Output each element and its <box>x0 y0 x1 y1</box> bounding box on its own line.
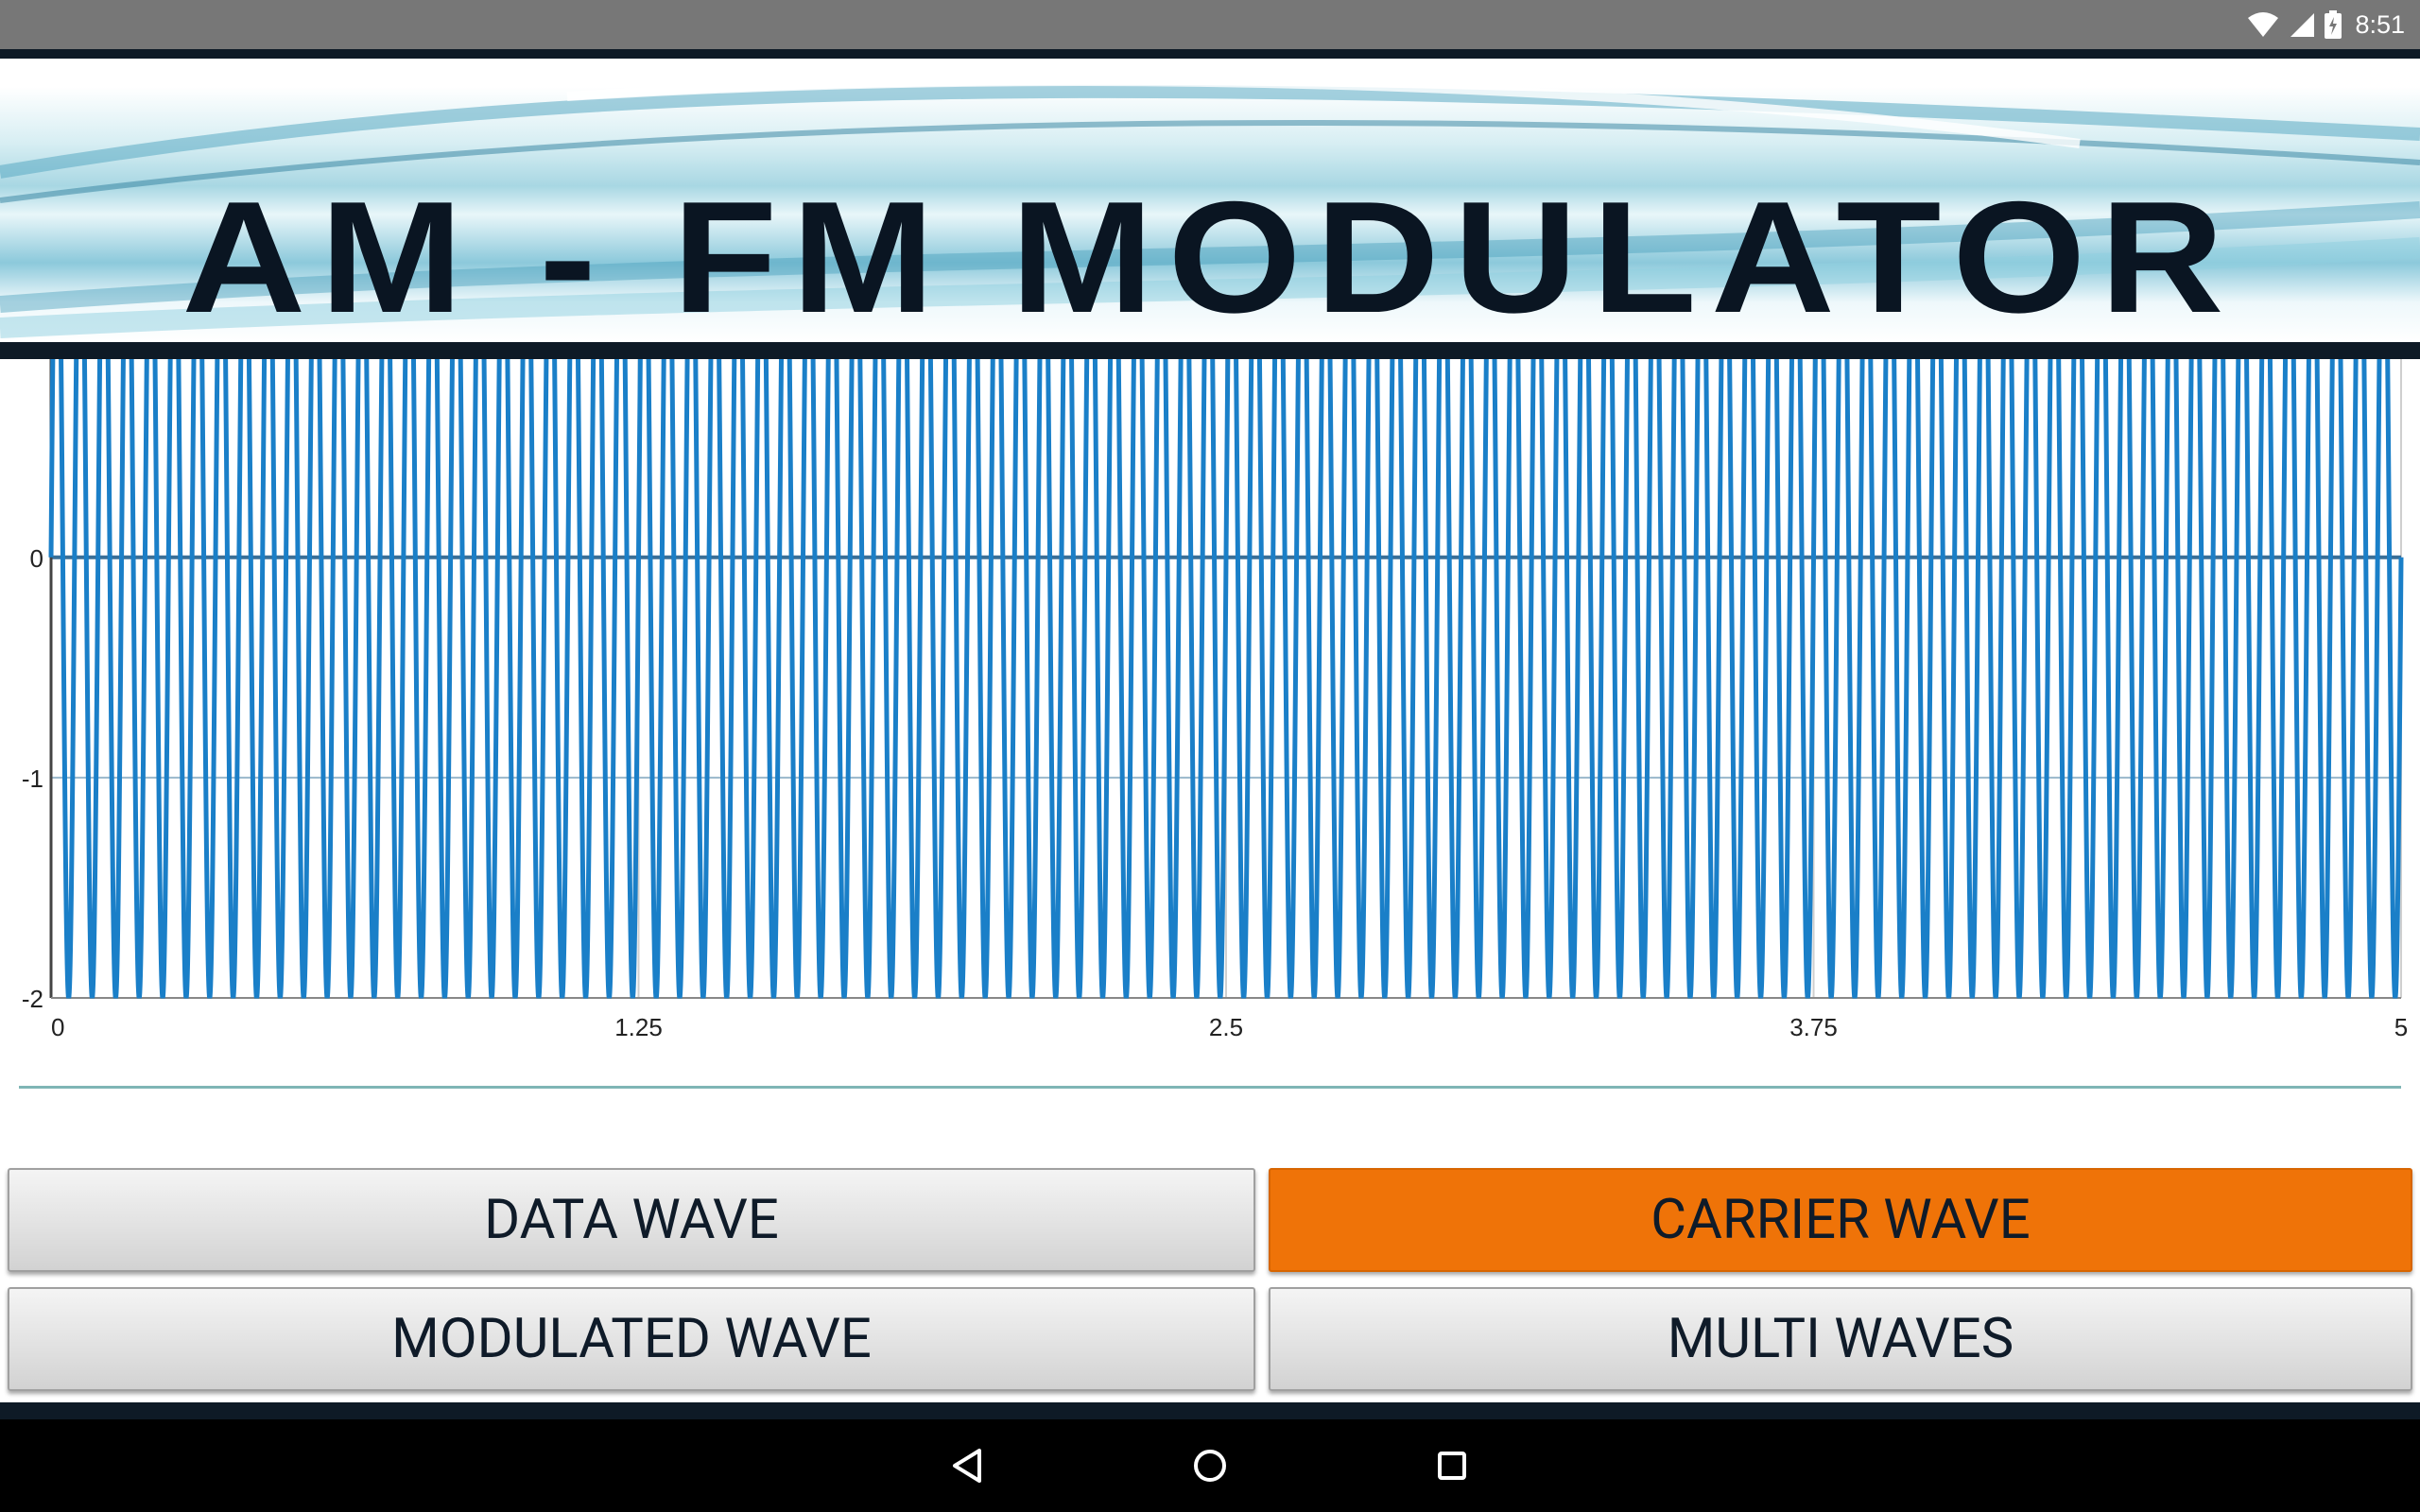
chart-series <box>48 359 2404 999</box>
recent-apps-button[interactable] <box>1395 1419 1509 1512</box>
home-icon <box>1194 1450 1226 1482</box>
y-tick-label-2: 0 <box>30 544 43 573</box>
status-icons: 8:51 <box>2247 0 2405 49</box>
multi-waves-button[interactable]: MULTI WAVES <box>1269 1287 2412 1391</box>
wave-chart: 0 1.25 2.5 3.75 5 -2 -1 0 <box>22 359 2408 1041</box>
app-banner: AM - FM MODULATOR <box>0 59 2420 342</box>
y-tick-label-0: -2 <box>22 985 43 1013</box>
clock: 8:51 <box>2355 9 2405 39</box>
x-tick-label-0: 0 <box>51 1013 64 1041</box>
wifi-icon <box>2248 12 2279 37</box>
app-title: AM - FM MODULATOR <box>182 168 2238 342</box>
series-line-0 <box>48 359 2404 999</box>
x-tick-label-2: 2.5 <box>1209 1013 1243 1041</box>
banner-swirl-graphic <box>0 77 2420 338</box>
chart-divider <box>19 1086 2401 1089</box>
status-bar: 8:51 <box>0 0 2420 49</box>
x-tick-label-4: 5 <box>2394 1013 2408 1041</box>
carrier-wave-button[interactable]: CARRIER WAVE <box>1269 1168 2412 1272</box>
banner-bottom-border <box>0 342 2420 359</box>
modulated-wave-button[interactable]: MODULATED WAVE <box>8 1287 1255 1391</box>
chart-tick-labels: 0 1.25 2.5 3.75 5 -2 -1 0 <box>22 544 2408 1041</box>
cell-signal-icon <box>2290 13 2315 37</box>
back-icon <box>953 1449 981 1483</box>
x-tick-label-3: 3.75 <box>1789 1013 1838 1041</box>
back-button[interactable] <box>911 1419 1025 1512</box>
data-wave-button[interactable]: DATA WAVE <box>8 1168 1255 1272</box>
home-button[interactable] <box>1153 1419 1267 1512</box>
y-tick-label-1: -1 <box>22 765 43 793</box>
navigation-bar <box>0 1419 2420 1512</box>
x-tick-label-1: 1.25 <box>614 1013 663 1041</box>
app-top-border <box>0 49 2420 59</box>
battery-charging-icon <box>2325 10 2342 39</box>
app-bottom-border <box>0 1402 2420 1419</box>
recent-apps-icon <box>1438 1452 1466 1480</box>
